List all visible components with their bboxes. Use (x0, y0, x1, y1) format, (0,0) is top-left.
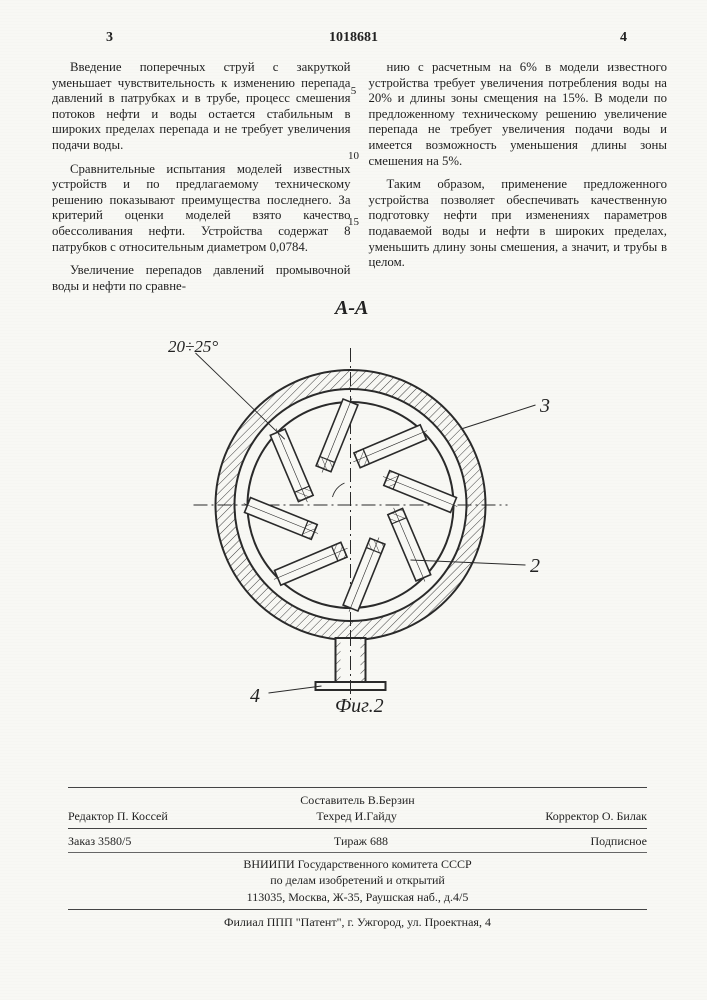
line-marker: 10 (348, 150, 359, 162)
reference-number: 3 (540, 395, 550, 418)
tirazh: Тираж 688 (334, 833, 388, 849)
corrector: Корректор О. Билак (545, 808, 647, 824)
page: 3 1018681 4 Введение поперечных струй с … (0, 0, 707, 1000)
techred: Техред И.Гайду (316, 808, 396, 824)
reference-number: 4 (250, 685, 260, 708)
document-number: 1018681 (329, 30, 378, 46)
imprint-footer: Составитель В.Берзин Редактор П. Коссей … (68, 783, 647, 930)
paragraph: нию с расчетным на 6% в модели извес­тно… (369, 60, 668, 169)
credits-row: Редактор П. Коссей Техред И.Гайду Коррек… (68, 808, 647, 824)
divider (68, 828, 647, 829)
line-marker: 5 (351, 85, 357, 97)
order-row: Заказ 3580/5 Тираж 688 Подписное (68, 833, 647, 849)
figure-2-svg (0, 295, 707, 725)
address-line: 113035, Москва, Ж-35, Раушская наб., д.4… (68, 889, 647, 905)
line-marker: 15 (348, 216, 359, 228)
paragraph: Сравнительные испытания моделей известны… (52, 162, 351, 256)
figure-label: Фиг.2 (335, 695, 384, 718)
text-columns: Введение поперечных струй с зак­руткой у… (52, 60, 667, 303)
figure-2-area: А-А 20÷25° 3 2 4 Фиг.2 (0, 295, 707, 725)
compiler-line: Составитель В.Берзин (68, 792, 647, 808)
editor: Редактор П. Коссей (68, 808, 168, 824)
reference-number: 2 (530, 555, 540, 578)
sign: Подписное (591, 833, 648, 849)
page-number-right: 4 (620, 30, 627, 46)
divider (68, 909, 647, 910)
left-column: Введение поперечных струй с зак­руткой у… (52, 60, 351, 303)
divider (68, 787, 647, 788)
paragraph: Введение поперечных струй с зак­руткой у… (52, 60, 351, 154)
paragraph: Таким образом, применение предло­женного… (369, 177, 668, 271)
divider (68, 852, 647, 853)
paragraph: Увеличение перепадов давлений промывочно… (52, 263, 351, 294)
order: Заказ 3580/5 (68, 833, 131, 849)
page-number-left: 3 (106, 30, 113, 46)
org-line-2: по делам изобретений и открытий (68, 872, 647, 888)
branch-line: Филиал ППП "Патент", г. Ужгород, ул. Про… (68, 914, 647, 930)
org-line-1: ВНИИПИ Государственного комитета СССР (68, 856, 647, 872)
right-column: нию с расчетным на 6% в модели извес­тно… (369, 60, 668, 303)
